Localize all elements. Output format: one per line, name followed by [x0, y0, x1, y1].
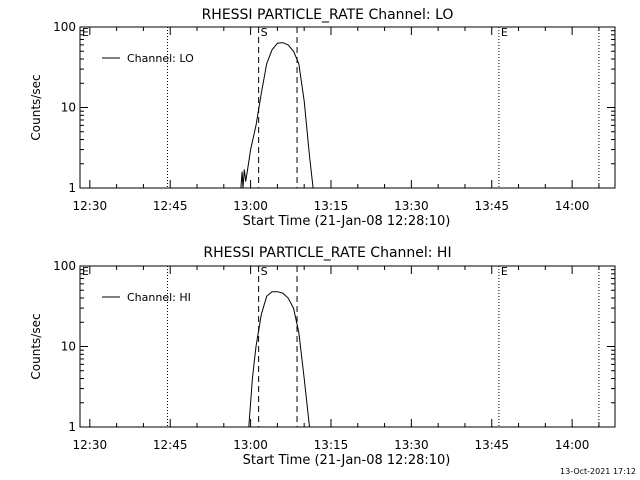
y-axis-label: Counts/sec [29, 74, 43, 140]
y-tick-label: 1 [68, 420, 76, 434]
y-tick-label: 100 [53, 259, 76, 273]
y-tick-label: 10 [61, 101, 76, 115]
event-marker-label: E [501, 265, 508, 278]
x-tick-label: 12:30 [73, 438, 108, 452]
x-axis-label: Start Time (21-Jan-08 12:28:10) [243, 453, 451, 468]
legend-entry: Channel: HI [127, 291, 191, 304]
panel-lo: RHESSI PARTICLE_RATE Channel: LO 12:30 12:… [29, 7, 616, 229]
x-tick-label: 13:00 [233, 438, 268, 452]
y-tick-label: 1 [68, 181, 76, 195]
x-tick-label: 13:15 [314, 438, 349, 452]
x-tick-label: 14:00 [555, 199, 590, 213]
x-axis-label: Start Time (21-Jan-08 12:28:10) [243, 214, 451, 229]
event-marker-label: E [82, 26, 89, 39]
x-tick-label: 13:45 [474, 438, 509, 452]
x-tick-label: 12:45 [153, 438, 188, 452]
event-marker-label: S [261, 265, 268, 278]
footer-timestamp: 13-Oct-2021 17:12 [560, 467, 636, 476]
legend-entry: Channel: LO [127, 52, 194, 65]
event-marker-label: E [501, 26, 508, 39]
x-tick-label: 12:45 [153, 199, 188, 213]
event-marker-label: S [261, 26, 268, 39]
event-marker-label: E [82, 265, 89, 278]
chart-title: RHESSI PARTICLE_RATE Channel: LO [202, 7, 454, 23]
y-tick-label: 100 [53, 20, 76, 34]
x-tick-label: 13:30 [394, 438, 429, 452]
x-tick-label: 14:00 [555, 438, 590, 452]
x-tick-label: 13:45 [474, 199, 509, 213]
x-tick-label: 13:30 [394, 199, 429, 213]
series-line [240, 42, 314, 189]
chart-title: RHESSI PARTICLE_RATE Channel: HI [203, 245, 451, 261]
y-axis-label: Counts/sec [29, 313, 43, 379]
y-tick-label: 10 [61, 340, 76, 354]
x-tick-label: 13:00 [233, 199, 268, 213]
x-tick-label: 13:15 [314, 199, 349, 213]
x-tick-label: 12:30 [73, 199, 108, 213]
series-line [248, 291, 310, 428]
panel-hi: RHESSI PARTICLE_RATE Channel: HI 12:30 12:… [29, 245, 616, 468]
